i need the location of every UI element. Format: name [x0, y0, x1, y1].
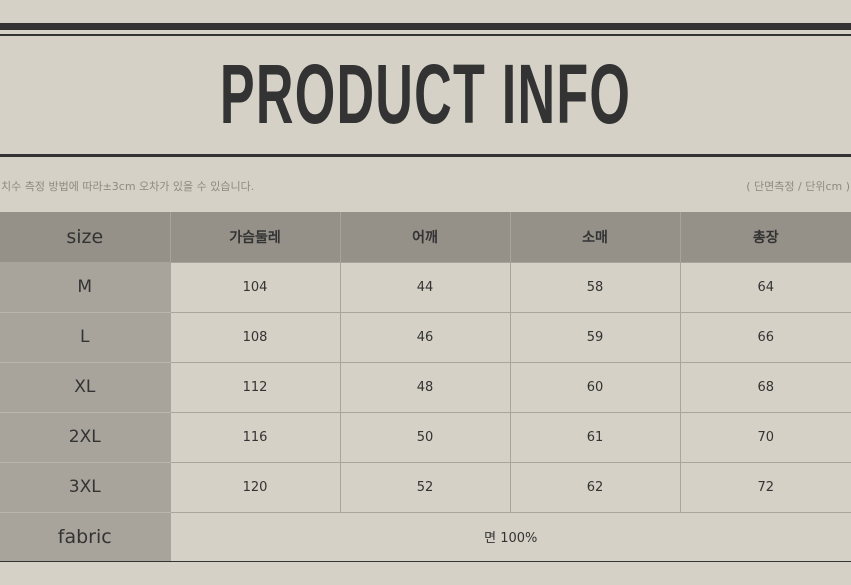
size-table: size 가슴둘레 어깨 소매 총장 M 104 44 58 64 L 108 46 59 66 X… [0, 212, 851, 562]
cell-shoulder: 52 [340, 462, 511, 513]
cell-chest: 120 [170, 462, 341, 513]
cell-sleeve: 58 [510, 262, 681, 313]
cell-length: 68 [680, 362, 851, 413]
top-rule [0, 23, 851, 30]
cell-length: 64 [680, 262, 851, 313]
cell-size: 2XL [0, 412, 171, 463]
cell-shoulder: 50 [340, 412, 511, 463]
cell-shoulder: 48 [340, 362, 511, 413]
unit-note: ( 단면측정 / 단위cm ) [746, 180, 850, 193]
header-chest: 가슴둘레 [170, 212, 341, 263]
cell-sleeve: 60 [510, 362, 681, 413]
page-title: PRODUCT INFO [219, 47, 632, 141]
cell-sleeve: 59 [510, 312, 681, 363]
cell-chest: 104 [170, 262, 341, 313]
title-rule [0, 154, 851, 157]
cell-length: 72 [680, 462, 851, 513]
table-row: M 104 44 58 64 [0, 262, 851, 313]
cell-length: 70 [680, 412, 851, 463]
cell-chest: 112 [170, 362, 341, 413]
fabric-row: fabric 면 100% [0, 511, 851, 562]
table-row: 3XL 120 52 62 72 [0, 462, 851, 513]
cell-size: L [0, 312, 171, 363]
cell-sleeve: 62 [510, 462, 681, 513]
header-length: 총장 [680, 212, 851, 263]
header-shoulder: 어깨 [340, 212, 511, 263]
measurement-note: 치수 측정 방법에 따라±3cm 오차가 있을 수 있습니다. [1, 180, 255, 193]
top-rule-thin [0, 34, 851, 36]
cell-chest: 116 [170, 412, 341, 463]
header-size: size [0, 212, 171, 263]
cell-shoulder: 46 [340, 312, 511, 363]
fabric-value: 면 100% [170, 511, 851, 562]
fabric-label: fabric [0, 511, 171, 562]
cell-length: 66 [680, 312, 851, 363]
cell-size: XL [0, 362, 171, 413]
table-row: 2XL 116 50 61 70 [0, 412, 851, 463]
header-sleeve: 소매 [510, 212, 681, 263]
table-row: XL 112 48 60 68 [0, 362, 851, 413]
cell-size: M [0, 262, 171, 313]
cell-size: 3XL [0, 462, 171, 513]
cell-shoulder: 44 [340, 262, 511, 313]
header-row: size 가슴둘레 어깨 소매 총장 [0, 212, 851, 263]
cell-chest: 108 [170, 312, 341, 363]
table-row: L 108 46 59 66 [0, 312, 851, 363]
cell-sleeve: 61 [510, 412, 681, 463]
